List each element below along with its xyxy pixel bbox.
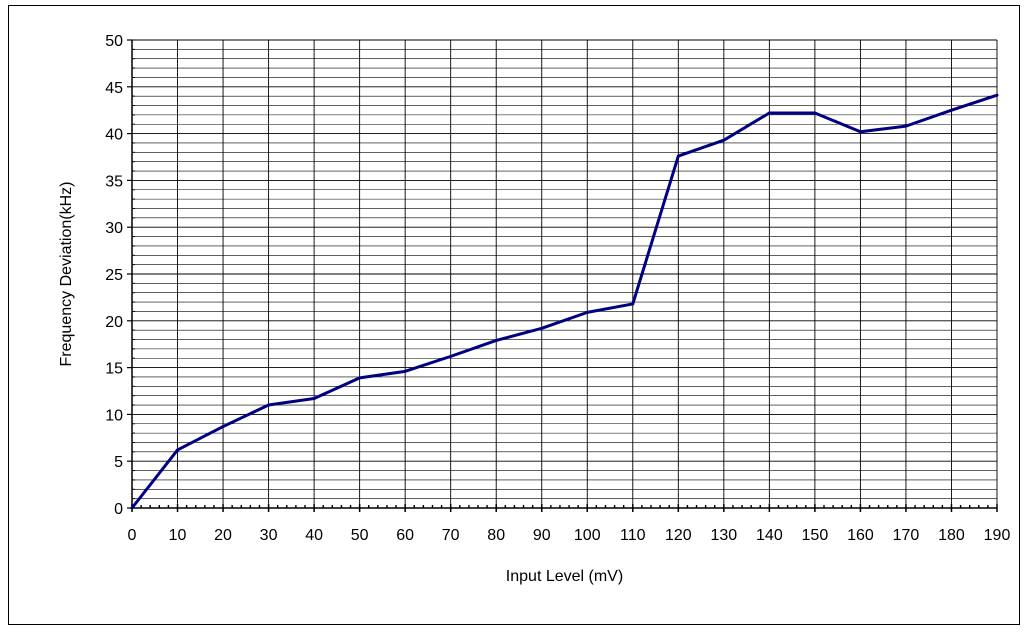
data-point (449, 354, 453, 358)
x-tick-label: 50 (351, 527, 369, 544)
x-tick-label: 110 (620, 527, 646, 544)
data-point (267, 403, 270, 407)
x-tick-label: 170 (893, 527, 920, 544)
data-point (312, 397, 316, 400)
data-point (722, 138, 726, 142)
line-chart: 0 10 20 30 40 50 60 70 80 90 100 110 120 130 140 150 160… (58, 33, 1011, 585)
data-point (950, 108, 953, 112)
y-tick-label: 5 (114, 454, 123, 471)
x-tick-label: 30 (260, 527, 278, 544)
x-tick-label: 10 (169, 527, 187, 544)
data-point (676, 154, 680, 158)
y-tick-label: 25 (105, 267, 123, 284)
data-point (358, 376, 362, 380)
x-tick-label: 120 (665, 527, 692, 544)
data-point (176, 448, 179, 452)
x-tick-label: 140 (756, 527, 783, 544)
y-tick-label: 30 (105, 220, 123, 237)
x-tick-label: 80 (487, 527, 505, 544)
minor-gridlines (132, 49, 997, 499)
y-tick-label: 35 (105, 173, 123, 190)
chart-frame: 0 10 20 30 40 50 60 70 80 90 100 110 120 130 140 150 160… (8, 5, 1020, 625)
x-tick-label: 70 (442, 527, 460, 544)
x-tick-label: 130 (710, 527, 737, 544)
y-tick-label: 50 (105, 33, 123, 50)
data-point (904, 124, 908, 128)
series-line (130, 93, 999, 510)
x-tick-label: 180 (938, 527, 965, 544)
major-gridlines (132, 39, 998, 508)
data-point (494, 339, 498, 342)
x-tick-labels: 0 10 20 30 40 50 60 70 80 90 100 110 120 130 140 150 160… (128, 527, 1011, 544)
x-tick-label: 60 (396, 527, 414, 544)
y-tick-label: 20 (105, 314, 123, 331)
x-tick-label: 40 (305, 527, 323, 544)
x-axis-title: Input Level (mV) (506, 568, 623, 585)
data-point (403, 369, 407, 373)
y-axis-title: Frequency Deviation(kHz) (58, 182, 75, 367)
x-tick-label: 150 (802, 527, 829, 544)
x-tick-label: 20 (214, 527, 232, 544)
y-tick-label: 40 (105, 127, 123, 144)
data-point (995, 93, 999, 97)
x-tick-label: 160 (847, 527, 874, 544)
y-tick-label: 10 (105, 407, 123, 424)
data-point (540, 326, 544, 330)
data-point (859, 130, 862, 134)
y-tick-label: 45 (105, 80, 123, 97)
y-tick-labels: 0 5 10 15 20 25 30 35 40 45 50 (105, 33, 123, 518)
x-tick-label: 190 (984, 527, 1011, 544)
x-tick-label: 90 (533, 527, 551, 544)
data-point (585, 310, 589, 314)
data-point (813, 111, 817, 115)
y-tick-label: 0 (114, 501, 123, 518)
data-point (221, 425, 225, 428)
x-tick-label: 100 (574, 527, 601, 544)
data-point (130, 506, 134, 510)
data-point (767, 111, 771, 115)
y-tick-label: 15 (105, 361, 123, 378)
axes (127, 39, 998, 512)
data-point (631, 302, 635, 306)
x-tick-label: 0 (128, 527, 137, 544)
series-group (130, 93, 999, 510)
